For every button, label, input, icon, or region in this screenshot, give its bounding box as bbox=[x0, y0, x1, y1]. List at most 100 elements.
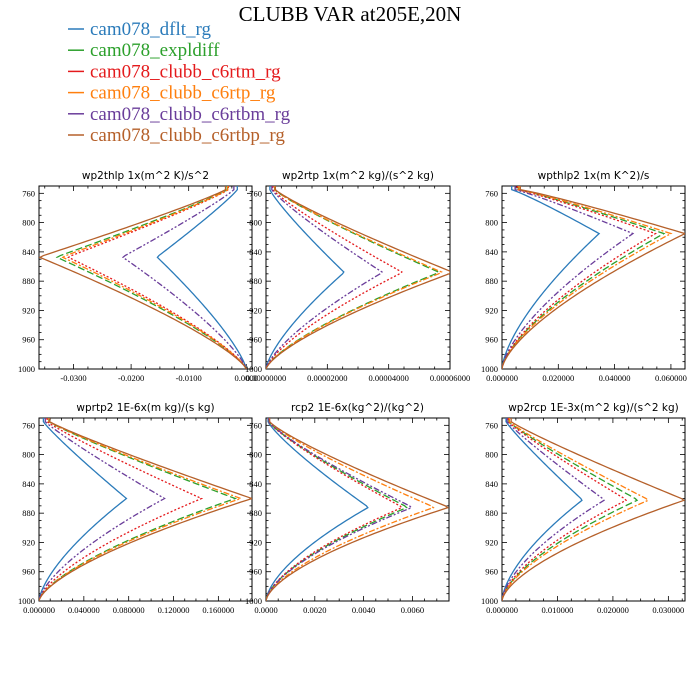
x-tick-label: 0.00004000 bbox=[368, 373, 408, 383]
panel: rcp2 1E-6x(kg^2)/(kg^2) 760 800 840 880 920 96… bbox=[245, 402, 450, 615]
series-line bbox=[502, 186, 601, 369]
plot-frame bbox=[265, 185, 451, 370]
series-line bbox=[266, 418, 449, 601]
plot-frame bbox=[38, 417, 253, 602]
y-tick-label: 920 bbox=[249, 537, 262, 547]
series-line bbox=[61, 186, 247, 369]
series-line bbox=[156, 186, 247, 369]
y-tick-label: 880 bbox=[22, 508, 35, 518]
x-tick-label: 0.080000 bbox=[113, 605, 145, 615]
x-tick-label: 0.160000 bbox=[202, 605, 234, 615]
series-line bbox=[39, 418, 243, 601]
x-tick-label: 0.000000 bbox=[23, 605, 55, 615]
panel: wpthlp2 1x(m K^2)/s 760 800 840 880 920 960 100… bbox=[481, 170, 687, 383]
x-tick-label: -0.0300 bbox=[60, 373, 86, 383]
series-line bbox=[266, 186, 403, 369]
series-line bbox=[39, 418, 252, 601]
x-tick-label: 0.040000 bbox=[68, 605, 100, 615]
x-tick-label: 0.120000 bbox=[158, 605, 190, 615]
y-tick-label: 920 bbox=[22, 305, 35, 315]
series-line bbox=[266, 186, 450, 369]
x-tick-label: 0.020000 bbox=[542, 373, 574, 383]
series-line bbox=[502, 186, 635, 369]
panel: wp2thlp 1x(m^2 K)/s^2 760 800 840 880 920 960 1… bbox=[18, 170, 258, 383]
series-line bbox=[266, 418, 435, 601]
series-line bbox=[502, 418, 628, 601]
x-tick-label: -0.0200 bbox=[118, 373, 144, 383]
series-line bbox=[39, 186, 247, 369]
series-line bbox=[502, 418, 685, 601]
legend-label: cam078_expldiff bbox=[90, 40, 220, 61]
y-tick-label: 920 bbox=[485, 537, 498, 547]
legend-label: cam078_dflt_rg bbox=[90, 19, 212, 40]
plot-frame bbox=[265, 417, 450, 602]
y-tick-label: 800 bbox=[485, 218, 498, 228]
y-tick-label: 760 bbox=[249, 188, 262, 198]
series-line bbox=[121, 186, 247, 369]
y-tick-label: 960 bbox=[249, 335, 262, 345]
legend-item: cam078_dflt_rg bbox=[68, 19, 212, 40]
legend-item: cam078_clubb_c6rtbp_rg bbox=[68, 125, 285, 146]
x-tick-label: 0.0060 bbox=[401, 605, 424, 615]
x-tick-label: 0.000000 bbox=[486, 605, 518, 615]
plot-frame bbox=[501, 185, 686, 370]
x-tick-label: 0.020000 bbox=[597, 605, 629, 615]
y-tick-label: 760 bbox=[22, 420, 35, 430]
y-tick-label: 1000 bbox=[245, 364, 262, 374]
y-tick-label: 1000 bbox=[245, 596, 262, 606]
y-tick-label: 800 bbox=[485, 450, 498, 460]
y-tick-label: 960 bbox=[485, 567, 498, 577]
y-tick-label: 1000 bbox=[481, 364, 498, 374]
series-line bbox=[502, 186, 673, 369]
x-tick-label: 0.010000 bbox=[542, 605, 574, 615]
y-tick-label: 880 bbox=[485, 276, 498, 286]
series-lines bbox=[266, 186, 450, 369]
legend-item: cam078_expldiff bbox=[68, 40, 220, 61]
panel-title: wpthlp2 1x(m K^2)/s bbox=[538, 170, 650, 182]
y-tick-label: 760 bbox=[485, 420, 498, 430]
y-tick-label: 1000 bbox=[481, 596, 498, 606]
y-tick-label: 920 bbox=[485, 305, 498, 315]
y-tick-label: 960 bbox=[22, 567, 35, 577]
legend-item: cam078_clubb_c6rtp_rg bbox=[68, 83, 276, 104]
x-tick-label: 0.0020 bbox=[303, 605, 326, 615]
series-line bbox=[266, 186, 440, 369]
y-tick-label: 760 bbox=[22, 188, 35, 198]
panel: wp2rcp 1E-3x(m^2 kg)/(s^2 kg) 760 800 840 88… bbox=[481, 402, 686, 615]
legend-label: cam078_clubb_c6rtp_rg bbox=[90, 83, 276, 104]
panel: wprtp2 1E-6x(m kg)/(s kg) 760 800 840 880 920… bbox=[18, 402, 253, 615]
y-tick-label: 800 bbox=[249, 450, 262, 460]
legend-label: cam078_clubb_c6rtbm_rg bbox=[90, 104, 291, 125]
series-line bbox=[39, 418, 238, 601]
series-line bbox=[502, 186, 657, 369]
x-tick-label: 0.060000 bbox=[655, 373, 687, 383]
y-tick-label: 760 bbox=[249, 420, 262, 430]
x-tick-label: 0.0000 bbox=[254, 605, 277, 615]
series-lines bbox=[502, 186, 685, 369]
series-lines bbox=[266, 418, 449, 601]
y-tick-label: 840 bbox=[249, 479, 262, 489]
series-line bbox=[266, 418, 413, 601]
series-line bbox=[39, 418, 128, 601]
x-tick-label: 0.00002000 bbox=[307, 373, 347, 383]
series-line bbox=[502, 418, 605, 601]
y-tick-label: 800 bbox=[22, 450, 35, 460]
series-lines bbox=[39, 186, 247, 369]
x-tick-label: 0.040000 bbox=[599, 373, 631, 383]
x-tick-label: 0.000000 bbox=[486, 373, 518, 383]
y-tick-label: 800 bbox=[22, 218, 35, 228]
y-tick-label: 960 bbox=[249, 567, 262, 577]
panel-title: wp2rcp 1E-3x(m^2 kg)/(s^2 kg) bbox=[508, 402, 679, 414]
x-tick-label: 0.00006000 bbox=[430, 373, 470, 383]
series-line bbox=[266, 418, 403, 601]
series-line bbox=[67, 186, 247, 369]
legend-label: cam078_clubb_c6rtm_rg bbox=[90, 61, 281, 82]
x-tick-label: 0.0040 bbox=[352, 605, 375, 615]
series-line bbox=[502, 186, 685, 369]
x-tick-label: 0.030000 bbox=[652, 605, 684, 615]
series-lines bbox=[39, 418, 252, 601]
y-tick-label: 800 bbox=[249, 218, 262, 228]
y-tick-label: 1000 bbox=[18, 364, 35, 374]
series-line bbox=[266, 186, 384, 369]
